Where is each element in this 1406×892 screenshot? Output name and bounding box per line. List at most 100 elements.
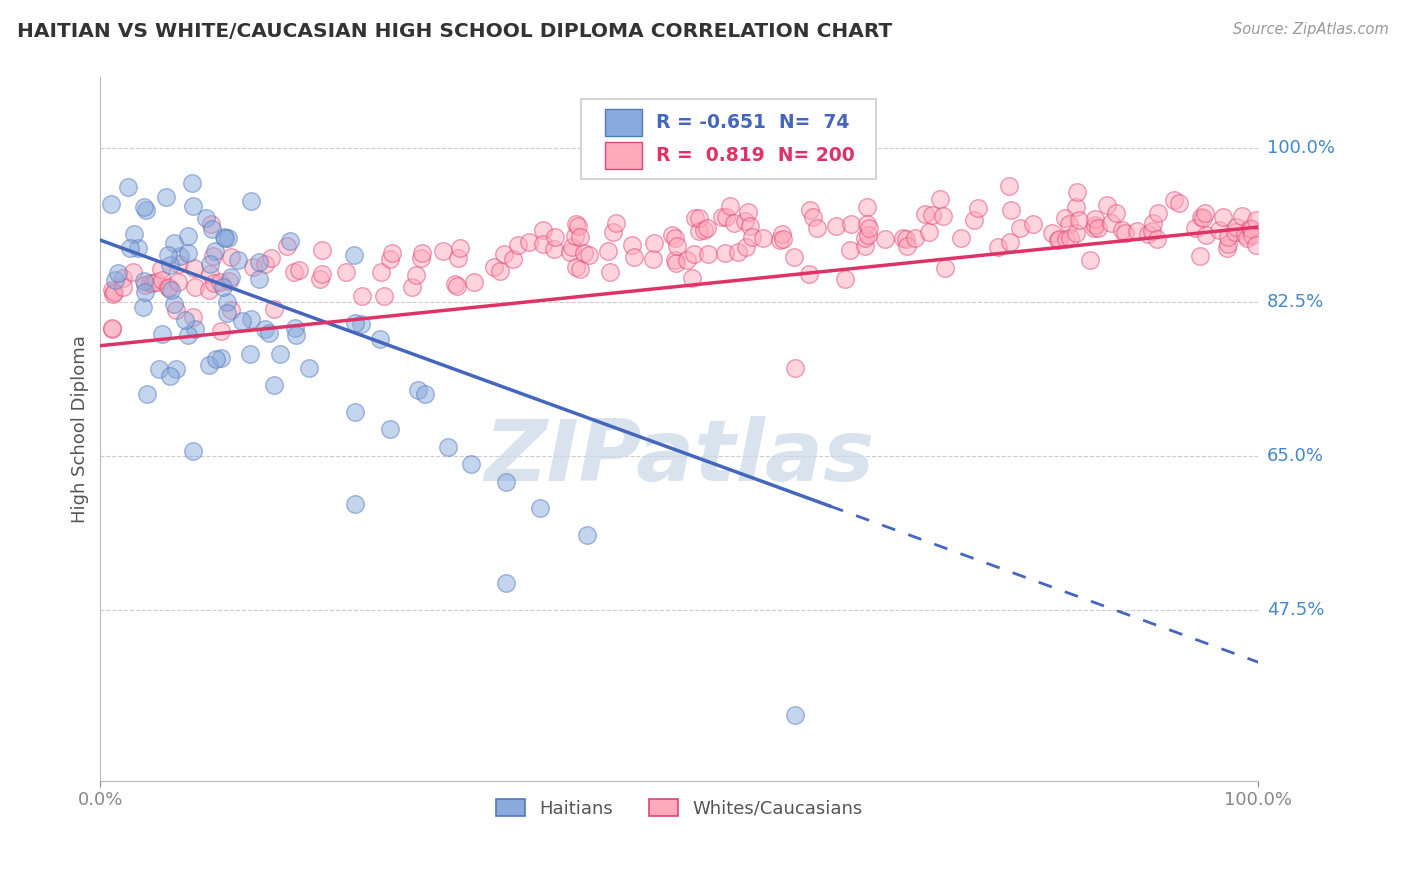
Point [723, 216, 745, 230]
Point [117, 180, 139, 194]
Point [506, 237, 529, 252]
Point [411, 245, 433, 260]
Point [998, 235, 1021, 249]
Point [1212, 210, 1234, 224]
Point [211, 280, 233, 294]
Point [219, 303, 242, 318]
Point [103, 286, 125, 301]
Point [370, 265, 392, 279]
Point [1189, 210, 1212, 224]
Point [139, 276, 162, 290]
Point [380, 252, 402, 267]
Point [350, 318, 373, 332]
Point [157, 281, 180, 295]
Point [159, 283, 181, 297]
Text: 82.5%: 82.5% [1267, 293, 1324, 310]
Point [567, 219, 589, 234]
Point [198, 267, 221, 281]
Y-axis label: High School Diploma: High School Diploma [72, 335, 89, 523]
Point [285, 327, 308, 342]
Text: Source: ZipAtlas.com: Source: ZipAtlas.com [1233, 22, 1389, 37]
Point [987, 240, 1010, 254]
Point [596, 244, 619, 259]
Point [156, 279, 179, 293]
Point [517, 235, 540, 249]
Point [205, 351, 228, 366]
Point [134, 285, 156, 299]
Point [183, 260, 205, 275]
Point [201, 222, 224, 236]
Point [838, 243, 860, 257]
Point [1216, 236, 1239, 251]
Point [568, 261, 591, 276]
Point [578, 247, 600, 261]
Point [142, 276, 165, 290]
Point [692, 223, 714, 237]
Point [799, 267, 821, 281]
Point [734, 239, 756, 253]
Point [1064, 227, 1087, 241]
Point [1194, 206, 1216, 220]
Point [197, 358, 219, 372]
Point [894, 232, 917, 246]
Point [135, 387, 157, 401]
Point [344, 497, 367, 511]
Point [856, 218, 879, 232]
Point [198, 283, 221, 297]
Point [201, 249, 224, 263]
Point [1064, 200, 1087, 214]
Point [118, 241, 141, 255]
Point [406, 384, 429, 398]
Point [963, 212, 986, 227]
Point [502, 252, 524, 266]
Point [176, 229, 198, 244]
Point [1084, 211, 1107, 226]
Point [1069, 212, 1091, 227]
Point [278, 234, 301, 248]
Point [259, 326, 281, 340]
Point [436, 440, 458, 454]
Point [643, 235, 665, 250]
Point [219, 250, 242, 264]
Legend: Haitians, Whites/Caucasians: Haitians, Whites/Caucasians [489, 791, 870, 825]
Point [929, 193, 952, 207]
Point [283, 265, 305, 279]
Point [284, 320, 307, 334]
Point [664, 252, 686, 267]
Point [1047, 231, 1070, 245]
Point [104, 273, 127, 287]
Point [132, 301, 155, 315]
Point [159, 369, 181, 384]
Point [1105, 206, 1128, 220]
Point [921, 208, 943, 222]
Point [1083, 220, 1105, 235]
Point [770, 227, 793, 242]
Text: R = -0.651  N=  74: R = -0.651 N= 74 [657, 113, 849, 132]
Point [204, 244, 226, 258]
Point [1000, 202, 1022, 217]
Point [696, 221, 718, 235]
Point [737, 204, 759, 219]
Point [1191, 211, 1213, 225]
Point [1163, 194, 1185, 208]
Point [661, 228, 683, 243]
Point [495, 475, 517, 489]
Point [853, 231, 876, 245]
Point [1136, 227, 1159, 241]
Point [1216, 230, 1239, 244]
Point [714, 245, 737, 260]
Point [309, 271, 332, 285]
Point [858, 221, 880, 235]
Point [1084, 218, 1107, 232]
Point [242, 260, 264, 274]
Point [1240, 227, 1263, 242]
Point [449, 241, 471, 255]
Point [209, 351, 232, 366]
Point [157, 248, 180, 262]
Point [463, 275, 485, 289]
Point [734, 214, 756, 228]
Point [623, 250, 645, 264]
Point [195, 211, 218, 225]
Point [218, 274, 240, 288]
Point [1140, 224, 1163, 238]
